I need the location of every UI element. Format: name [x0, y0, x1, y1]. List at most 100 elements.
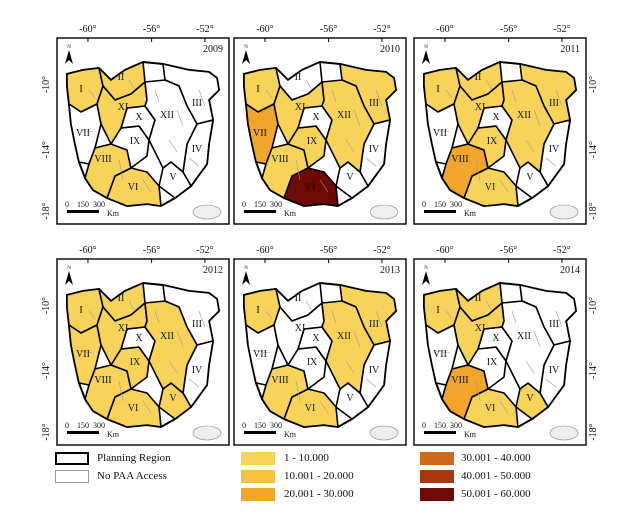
legend-swatch-class-3 [241, 488, 275, 501]
lon-tick-label: -56° [320, 245, 337, 256]
region-label-ix: IX [307, 136, 318, 147]
municipality-border [88, 310, 96, 320]
planning-region-xi [96, 81, 148, 145]
north-label: N [424, 45, 428, 50]
planning-region-xi [96, 302, 148, 366]
scale-label: 0 [422, 421, 426, 430]
municipality-border [331, 89, 337, 103]
north-arrow-icon [65, 271, 73, 285]
planning-region-xi [273, 81, 325, 145]
logo-icon [369, 204, 399, 220]
legend-label-no-access: No PAA Access [97, 470, 167, 482]
scale-label: 300 [270, 200, 282, 209]
lat-tick-label: -10° [41, 76, 52, 93]
lon-tick-label: -60° [79, 24, 96, 35]
lat-tick-label: -18° [588, 423, 599, 440]
municipality-border [319, 179, 329, 193]
lat-tick-label: -10° [588, 76, 599, 93]
municipality-border [511, 89, 517, 103]
planning-region-xii [501, 300, 555, 394]
region-label-xii: XII [517, 331, 531, 342]
region-label-viii: VIII [94, 375, 111, 386]
municipality-border [545, 378, 557, 388]
municipality-border [499, 179, 509, 193]
lon-tick-label: -52° [553, 24, 570, 35]
north-arrow-icon [422, 271, 430, 285]
legend-swatch-planning-region [55, 452, 89, 465]
lat-tick-label: -18° [41, 423, 52, 440]
planning-region-xii [321, 300, 375, 394]
scale-unit: Km [464, 209, 477, 218]
region-label-vii: VII [433, 349, 447, 360]
municipality-border [365, 157, 377, 167]
lon-tick-label: -56° [143, 245, 160, 256]
legend-label-class-1: 1 - 10.000 [284, 452, 329, 464]
region-label-ii: II [295, 72, 302, 83]
lat-tick-label: -14° [41, 141, 52, 158]
region-label-vi: VI [485, 182, 496, 193]
lon-tick-label: -60° [79, 245, 96, 256]
region-label-v: V [169, 393, 177, 404]
region-label-x: X [135, 112, 143, 123]
region-label-viii: VIII [94, 154, 111, 165]
municipality-border [435, 129, 451, 133]
region-label-viii: VIII [271, 375, 288, 386]
region-label-ix: IX [487, 357, 498, 368]
legend-label-planning-region: Planning Region [97, 452, 171, 464]
municipality-border [525, 360, 535, 374]
scale-bar [244, 431, 276, 434]
lon-tick-label: -60° [256, 245, 273, 256]
lon-tick-label: -52° [373, 245, 390, 256]
region-label-xii: XII [337, 331, 351, 342]
scale-label: 0 [242, 421, 246, 430]
scale-unit: Km [284, 430, 297, 439]
region-label-xii: XII [337, 110, 351, 121]
municipality-border [555, 89, 563, 107]
north-label: N [67, 45, 71, 50]
region-label-ix: IX [130, 357, 141, 368]
scale-label: 0 [422, 200, 426, 209]
lon-tick-label: -60° [436, 245, 453, 256]
municipality-border [188, 157, 200, 167]
municipality-border [499, 400, 509, 414]
scale-label: 0 [65, 421, 69, 430]
logo-icon [192, 204, 222, 220]
lat-tick-label: -18° [588, 202, 599, 219]
north-label: N [244, 45, 248, 50]
region-label-viii: VIII [271, 154, 288, 165]
municipality-border [295, 380, 301, 402]
panel-year: 2011 [560, 44, 580, 55]
region-label-xi: XI [118, 323, 129, 334]
municipality-border [445, 310, 453, 320]
scale-label: 150 [254, 421, 266, 430]
region-label-xi: XI [295, 323, 306, 334]
lat-tick-label: -10° [588, 297, 599, 314]
planning-region-xi [453, 302, 505, 366]
planning-region-viii [84, 143, 132, 199]
north-arrow-icon [242, 271, 250, 285]
region-label-xi: XI [475, 102, 486, 113]
scale-bar [67, 431, 99, 434]
municipality-border [154, 310, 160, 324]
region-label-i: I [79, 305, 82, 316]
north-label: N [424, 266, 428, 271]
region-label-viii: VIII [451, 375, 468, 386]
region-label-ii: II [295, 293, 302, 304]
legend-label-class-2: 10.001 - 20.000 [284, 470, 354, 482]
region-label-iv: IV [192, 365, 203, 376]
municipality-border [118, 380, 124, 402]
region-label-xii: XII [517, 110, 531, 121]
north-label: N [67, 266, 71, 271]
municipality-border [78, 350, 94, 354]
region-label-x: X [312, 333, 320, 344]
region-label-iv: IV [369, 365, 380, 376]
region-label-ii: II [475, 72, 482, 83]
region-label-ix: IX [487, 136, 498, 147]
municipality-border [445, 89, 453, 99]
lon-tick-label: -60° [256, 24, 273, 35]
region-label-v: V [346, 172, 354, 183]
